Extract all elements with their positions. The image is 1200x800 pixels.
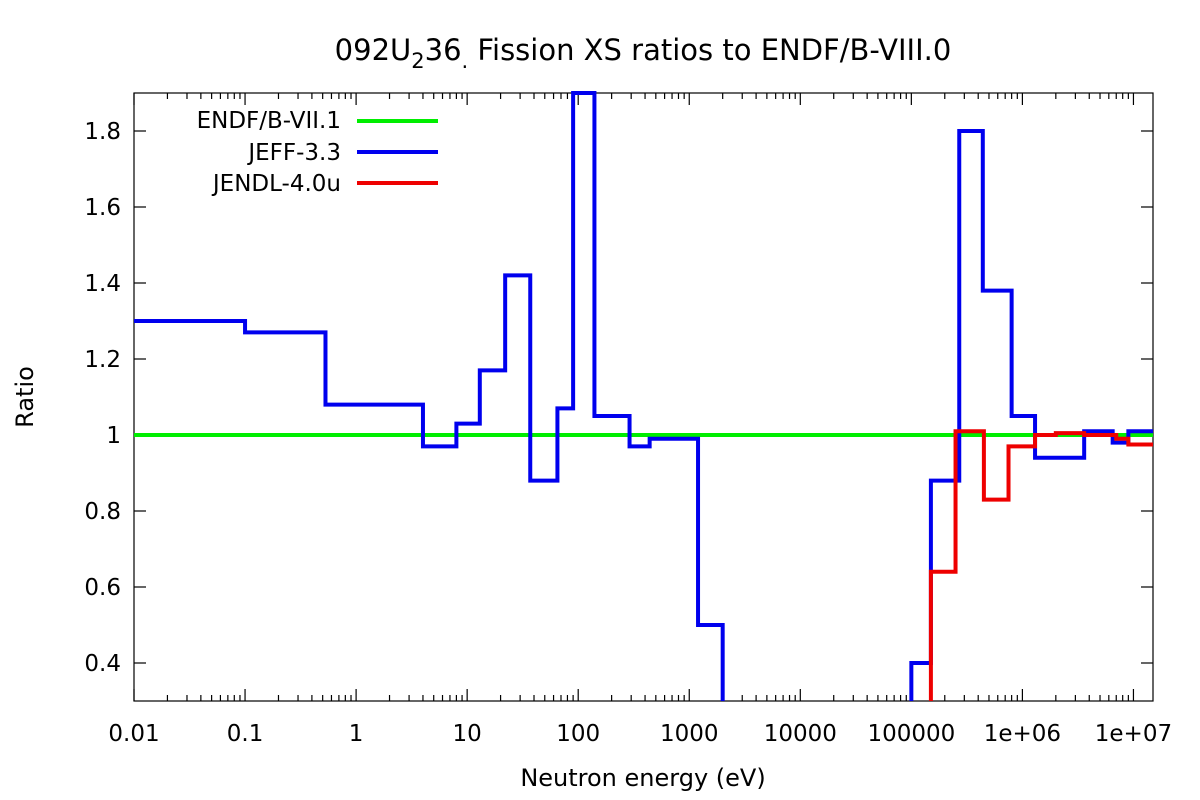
series-group xyxy=(134,91,1153,701)
series-line-jeff-3-3-high xyxy=(909,129,1153,701)
x-tick-label: 1e+07 xyxy=(1095,721,1172,747)
chart-title-post: Fission XS ratios to ENDF/B-VIII.0 xyxy=(468,33,951,67)
y-tick-label: 1.8 xyxy=(84,119,121,145)
y-tick-label: 0.8 xyxy=(84,499,121,525)
chart-title-mid: 36 xyxy=(425,33,462,67)
x-tick-label: 10000 xyxy=(764,721,837,747)
legend-label-endf: ENDF/B-VII.1 xyxy=(197,108,341,134)
y-tick-label: 1.6 xyxy=(84,195,121,221)
x-tick-label: 1 xyxy=(349,721,364,747)
legend: ENDF/B-VII.1 JEFF-3.3 JENDL-4.0u xyxy=(197,108,438,197)
x-tick-label: 10 xyxy=(453,721,482,747)
x-axis-label: Neutron energy (eV) xyxy=(520,764,765,792)
x-tick-label: 100 xyxy=(556,721,600,747)
y-axis-label: Ratio xyxy=(11,366,39,428)
chart-title-sub2: . xyxy=(462,49,469,73)
chart-title-sub: 2 xyxy=(411,49,424,73)
x-tick-label: 1e+06 xyxy=(984,721,1061,747)
series-line-jeff-3-3-low xyxy=(134,91,725,701)
axis-tick-labels: 0.01 0.1 1 10 100 1000 10000 100000 1e+06 1e+07 0.… xyxy=(84,119,1172,747)
legend-label-jendl: JENDL-4.0u xyxy=(211,171,341,197)
chart-title-pre: 092U xyxy=(335,33,412,67)
x-tick-label: 1000 xyxy=(660,721,719,747)
x-tick-label: 100000 xyxy=(867,721,955,747)
y-tick-label: 0.4 xyxy=(84,651,121,677)
series-line-jendl-4-0u xyxy=(928,429,1153,701)
x-tick-label: 0.1 xyxy=(227,721,264,747)
y-tick-label: 1 xyxy=(106,423,121,449)
x-tick-label: 0.01 xyxy=(108,721,159,747)
y-tick-label: 1.4 xyxy=(84,271,121,297)
legend-label-jeff: JEFF-3.3 xyxy=(246,140,341,166)
y-tick-label: 0.6 xyxy=(84,575,121,601)
chart-title: 092U236. Fission XS ratios to ENDF/B-VII… xyxy=(335,33,952,73)
y-tick-label: 1.2 xyxy=(84,347,121,373)
plot-frame xyxy=(133,92,1154,702)
